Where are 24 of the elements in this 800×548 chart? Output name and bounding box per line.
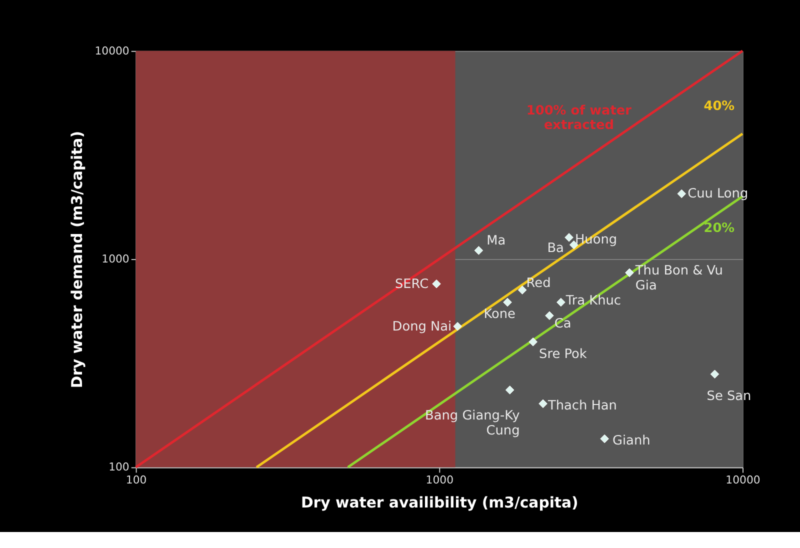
y-tick-label: 1000 <box>102 252 130 266</box>
annotation: Dong Nai <box>392 319 452 334</box>
annotation: Gianh <box>612 434 650 449</box>
series-label: 40% <box>704 98 735 114</box>
annotation: Ma <box>486 233 506 248</box>
x-tick-label: 1000 <box>426 474 454 487</box>
annotation: Kone <box>484 307 516 322</box>
annotation: Thu Bon & Vu Gia <box>634 264 723 294</box>
x-tick-label: 100 <box>126 474 147 487</box>
x-axis-title: Dry water availibility (m3/capita) <box>300 493 578 512</box>
y-tick-label: 100 <box>108 460 130 474</box>
y-axis-title: Dry water demand (m3/capita) <box>68 131 86 388</box>
annotation: Tra Khuc <box>564 293 621 308</box>
annotation: Sre Pok <box>539 346 588 362</box>
annotation: Bang Giang-Ky Cung <box>425 408 520 439</box>
y-tick-label: 10000 <box>94 44 130 58</box>
series-label: 100% of water extracted <box>526 103 632 134</box>
annotation: SERC <box>394 276 429 292</box>
series-label: 20% <box>704 221 735 236</box>
annotation: Ba <box>547 240 564 256</box>
x-tick-label: 10000 <box>726 474 760 487</box>
annotation: Ca <box>554 316 572 332</box>
annotation: Thach Han <box>546 398 617 414</box>
annotation: Red <box>526 276 551 292</box>
